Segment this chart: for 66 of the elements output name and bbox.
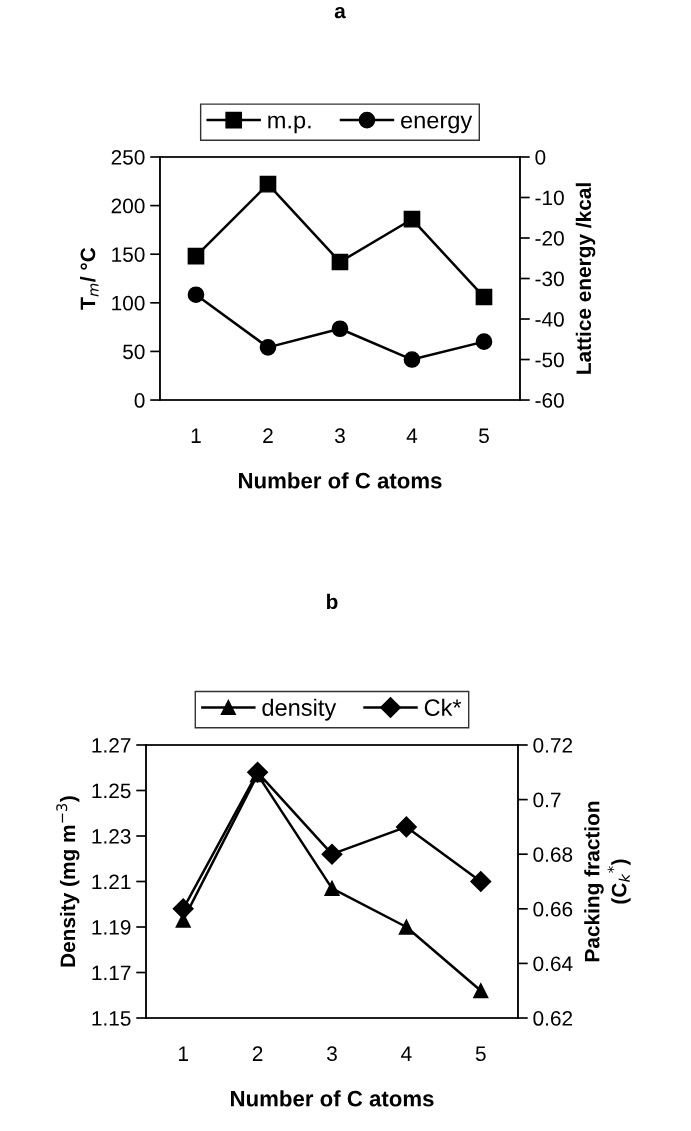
y2-tick-label: 0.7 <box>533 792 561 808</box>
x-tick-label: 4 <box>406 428 418 443</box>
point <box>473 983 489 999</box>
y-tick-label: 1.23 <box>92 829 131 844</box>
point <box>475 288 493 306</box>
chart-title: b <box>327 593 338 610</box>
x-tick-label: 4 <box>401 1046 412 1061</box>
x-axis-title: Number of C atoms <box>238 472 442 489</box>
point <box>247 761 269 783</box>
x-tick-label: 1 <box>191 428 201 443</box>
point <box>331 253 349 271</box>
y-tick-label: 1.25 <box>92 783 131 799</box>
point <box>475 333 493 351</box>
point <box>321 843 343 865</box>
x-tick-label: 5 <box>475 1046 486 1062</box>
y2-tick-label: -20 <box>535 231 564 246</box>
point <box>259 339 277 356</box>
point <box>187 247 205 265</box>
y2-tick-label: 0.68 <box>533 847 573 862</box>
y-tick-label: 200 <box>111 198 145 214</box>
x-tick-label: 3 <box>326 1046 337 1062</box>
y2-tick-label: -60 <box>535 393 564 408</box>
x-tick-label: 3 <box>334 428 345 444</box>
y2-axis-title: Lattice energy /kcal <box>575 183 596 374</box>
point <box>259 175 277 193</box>
x-tick-label: 2 <box>263 428 273 443</box>
point <box>395 816 417 838</box>
y2-tick-label: 0.72 <box>533 737 573 753</box>
x-axis-title: Number of C atoms <box>231 1090 434 1107</box>
y-tick-label: 250 <box>111 149 145 165</box>
y-tick-label: 50 <box>123 344 145 360</box>
legend-label: m.p. <box>268 115 311 134</box>
y-tick-label: 1.21 <box>92 874 131 890</box>
y-tick-label: 1.27 <box>92 737 131 753</box>
point <box>324 880 340 896</box>
point <box>172 898 194 920</box>
y2-tick-label: -30 <box>535 271 564 287</box>
y-axis-title: T$_{m}$/ °C <box>79 247 99 310</box>
y2-tick-label: 0 <box>535 149 546 165</box>
x-tick-label: 1 <box>179 1046 188 1061</box>
legend-label: density <box>262 698 337 721</box>
y2-tick-label: -10 <box>535 190 564 206</box>
point <box>403 210 421 228</box>
point <box>403 351 421 368</box>
y-tick-label: 1.15 <box>92 1011 131 1026</box>
y2-tick-label: 0.66 <box>533 901 573 917</box>
point <box>187 286 205 304</box>
y2-tick-label: 0.64 <box>533 956 573 972</box>
y2-tick-label: -50 <box>535 352 564 368</box>
y-tick-label: 1.19 <box>92 920 131 935</box>
x-tick-label: 2 <box>252 1046 263 1061</box>
y-tick-label: 100 <box>112 295 145 311</box>
y-axis-title: Density (mg m$^{−3}$) <box>56 796 80 967</box>
legend-label: Ck* <box>424 698 462 716</box>
y2-tick-label: -40 <box>535 312 564 327</box>
legend-label: energy <box>401 115 473 134</box>
point <box>398 919 415 935</box>
y2-tick-label: 0.62 <box>533 1011 573 1026</box>
point <box>331 320 349 338</box>
chart-title: a <box>334 6 346 19</box>
x-tick-label: 5 <box>479 428 489 444</box>
point <box>470 870 492 893</box>
y-tick-label: 150 <box>112 247 145 262</box>
y-tick-label: 1.17 <box>92 965 131 981</box>
y2-axis-title: Packing fraction (C$_{k}$$^{*}$) <box>584 801 631 962</box>
y-tick-label: 0 <box>134 393 145 408</box>
